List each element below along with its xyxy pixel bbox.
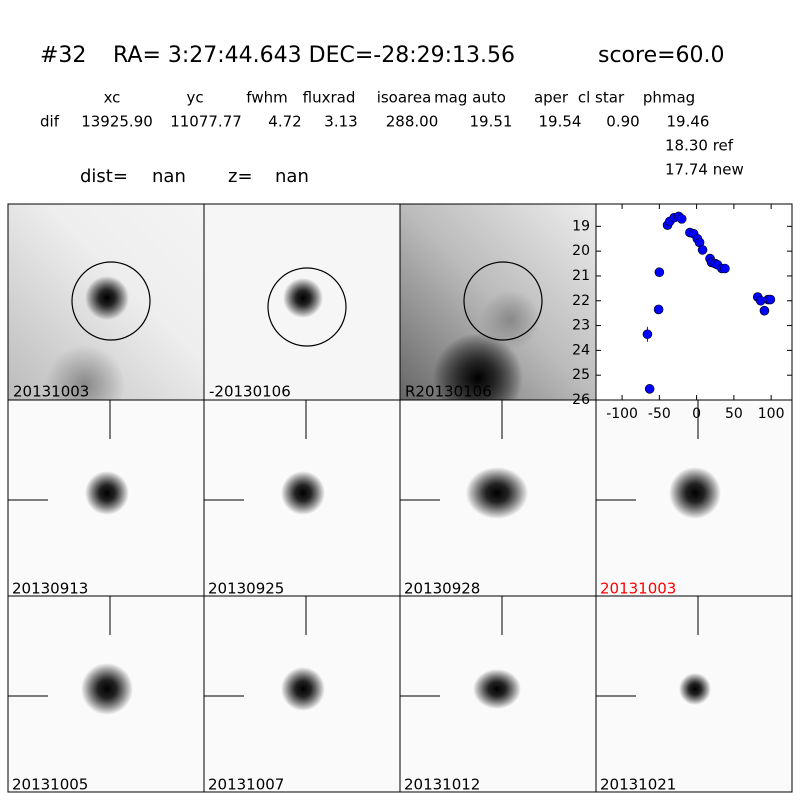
dist-value: nan — [152, 166, 186, 187]
source — [85, 276, 129, 320]
aperture — [267, 267, 347, 347]
aperture — [71, 261, 151, 341]
z-value: nan — [275, 166, 309, 187]
y-tick-label: 19 — [572, 218, 590, 234]
column-header: xc — [104, 89, 121, 107]
column-header: phmag — [643, 89, 695, 107]
point — [676, 214, 687, 224]
panel-frame — [595, 595, 793, 793]
stamp-label: 20131007 — [208, 776, 284, 794]
cell-value: 19.54 — [539, 113, 582, 131]
x-tick-label: 100 — [758, 406, 785, 422]
source — [281, 471, 325, 515]
column-header: aper — [534, 89, 569, 107]
cell-value: 3.13 — [324, 113, 357, 131]
source — [281, 667, 325, 711]
row-label: dif — [40, 113, 60, 131]
cell-value: 19.51 — [470, 113, 513, 131]
x-tick-label: 0 — [692, 406, 701, 422]
cell-value: 0.90 — [606, 113, 639, 131]
stamp-label: 20131003 — [600, 580, 676, 598]
column-header: yc — [186, 89, 203, 107]
galaxy — [480, 290, 540, 350]
stamp-label: 20131021 — [600, 776, 676, 794]
y-tick-label: 23 — [572, 318, 590, 334]
x-tick-label: 50 — [725, 406, 743, 422]
column-header: fwhm — [246, 89, 287, 107]
aperture — [463, 261, 543, 341]
column-header: isoarea — [377, 89, 432, 107]
point — [697, 245, 708, 255]
z-label: z= — [228, 166, 253, 187]
column-header: fluxrad — [303, 89, 356, 107]
light-curve: 19 20 21 22 23 24 25 26 -100 -50 0 50 100 — [572, 203, 793, 422]
column-header: cl star — [578, 89, 625, 107]
source — [283, 278, 323, 318]
point — [653, 304, 664, 315]
source — [679, 673, 711, 705]
stamp-label: 20131005 — [12, 776, 88, 794]
cell-value: 288.00 — [386, 113, 439, 131]
stamp-label: 20130913 — [12, 580, 88, 598]
point — [720, 263, 730, 274]
cell-value: 4.72 — [268, 113, 301, 131]
source — [473, 669, 521, 709]
point — [654, 267, 665, 278]
x-tick-label: -100 — [606, 406, 638, 422]
y-tick-label: 22 — [572, 293, 590, 309]
dist-label: dist= — [80, 166, 128, 187]
source — [465, 467, 529, 519]
score: score=60.0 — [598, 43, 725, 68]
point — [759, 305, 770, 316]
source — [81, 663, 133, 715]
point — [644, 384, 655, 394]
panel-label: -20130106 — [209, 383, 291, 401]
cell-value: 13925.90 — [81, 113, 153, 131]
column-header: mag auto — [434, 89, 506, 107]
stamp-label: 20130925 — [208, 580, 284, 598]
x-tick-label: -50 — [648, 406, 671, 422]
y-tick-label: 25 — [572, 367, 590, 383]
panel-label: R20130106 — [405, 383, 492, 401]
point — [642, 329, 653, 340]
y-tick-label: 26 — [572, 392, 590, 408]
y-tick-label: 24 — [572, 342, 590, 358]
point — [765, 294, 776, 305]
cell-value: 11077.77 — [170, 113, 242, 131]
y-tick-label: 20 — [572, 243, 590, 259]
coords: RA= 3:27:44.643 DEC=-28:29:13.56 — [113, 43, 515, 68]
cand-id: #32 — [40, 43, 86, 68]
source — [669, 467, 721, 519]
source — [85, 471, 129, 515]
new-mag: 17.74 new — [665, 161, 744, 179]
stamp-label: 20131012 — [404, 776, 480, 794]
stamp-label: 20130928 — [404, 580, 480, 598]
cell-value: 19.46 — [667, 113, 710, 131]
panel-label: 20131003 — [13, 383, 89, 401]
ref-mag: 18.30 ref — [665, 137, 734, 155]
panels: 20131003 -20130106 R20130106 20130913 201309… — [7, 203, 793, 794]
y-tick-label: 21 — [572, 268, 590, 284]
